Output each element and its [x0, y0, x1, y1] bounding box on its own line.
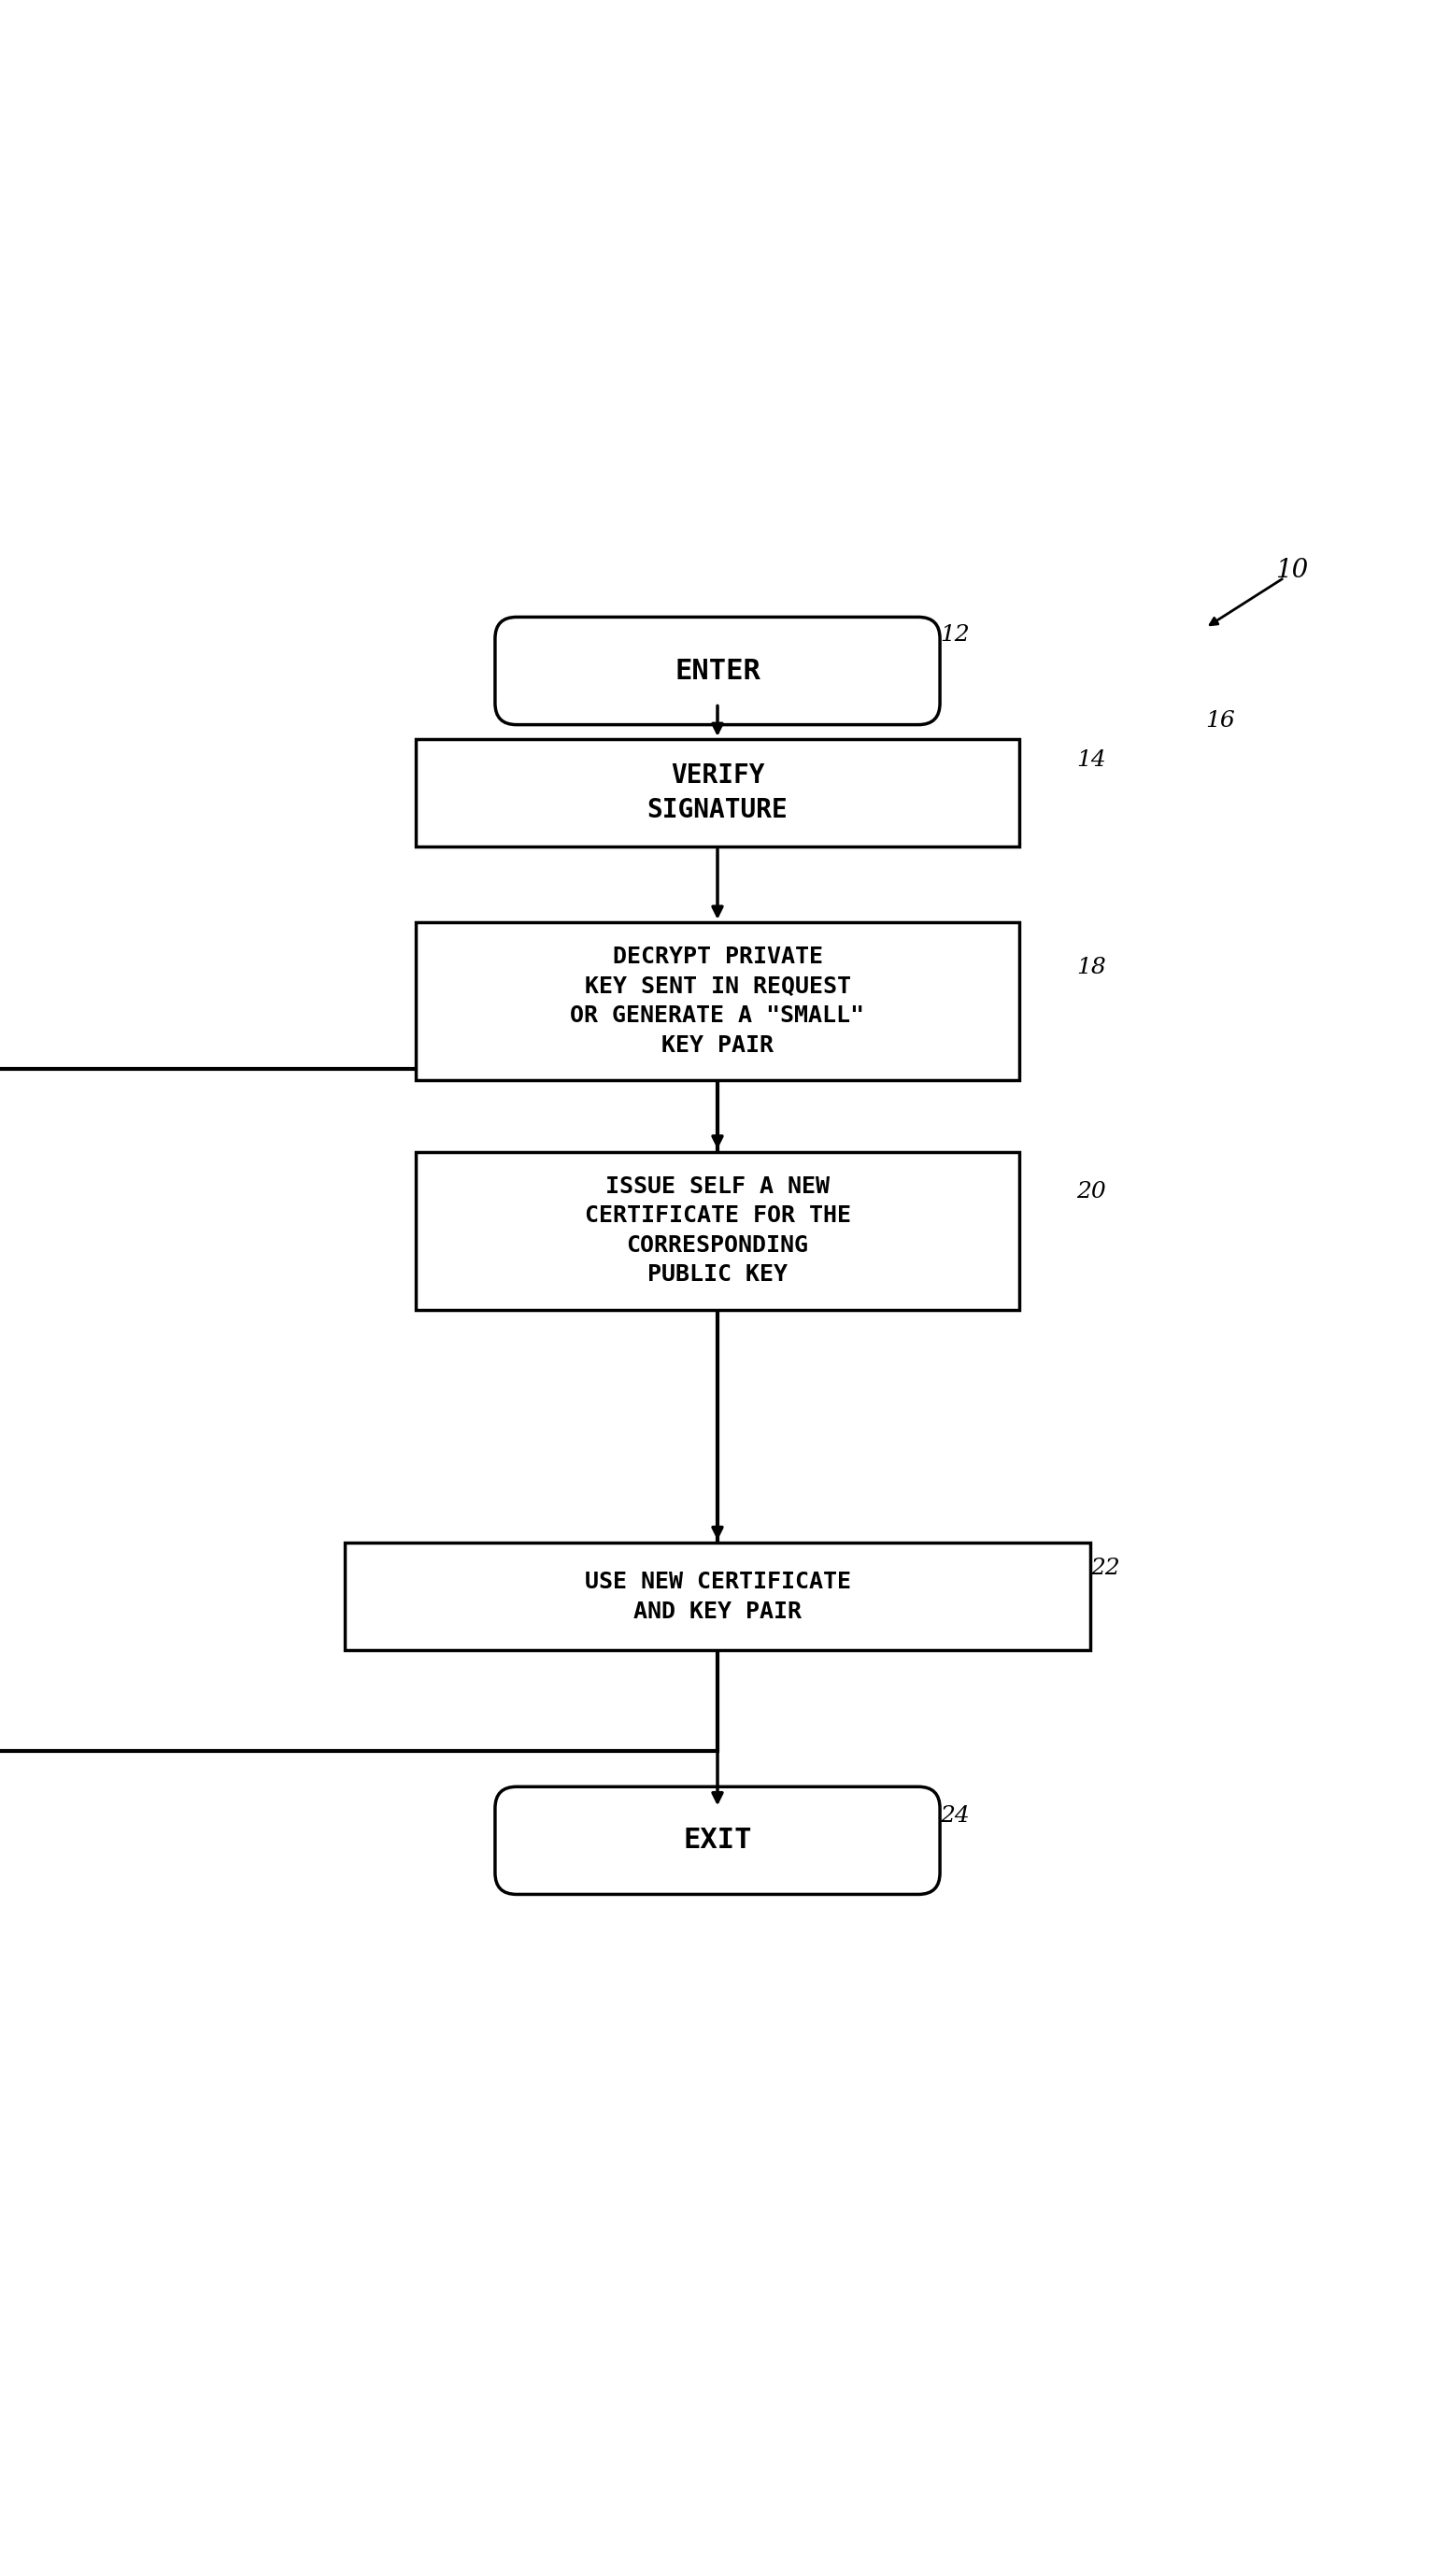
Text: ENTER: ENTER	[674, 657, 761, 685]
FancyBboxPatch shape	[495, 618, 940, 724]
Bar	[416, 922, 1019, 1079]
Bar	[0, 1069, 718, 1752]
Text: 18: 18	[1076, 958, 1106, 979]
Text: 22: 22	[1091, 1556, 1121, 1579]
Text: ISSUE SELF A NEW
CERTIFICATE FOR THE
CORRESPONDING
PUBLIC KEY: ISSUE SELF A NEW CERTIFICATE FOR THE COR…	[584, 1175, 851, 1285]
Text: VERIFY
SIGNATURE: VERIFY SIGNATURE	[647, 762, 788, 824]
Text: USE NEW CERTIFICATE
AND KEY PAIR: USE NEW CERTIFICATE AND KEY PAIR	[584, 1571, 851, 1623]
Text: DECRYPT PRIVATE
KEY SENT IN REQUEST
OR GENERATE A "SMALL"
KEY PAIR: DECRYPT PRIVATE KEY SENT IN REQUEST OR G…	[570, 945, 865, 1056]
Text: 24: 24	[940, 1806, 970, 1826]
Text: 16: 16	[1205, 711, 1236, 732]
Text: EXIT: EXIT	[683, 1826, 752, 1855]
Bar	[344, 1543, 1091, 1651]
Text: 10: 10	[1276, 559, 1307, 582]
Bar	[416, 1151, 1019, 1309]
FancyBboxPatch shape	[495, 1788, 940, 1893]
Text: 14: 14	[1076, 750, 1106, 770]
Text: 12: 12	[940, 623, 970, 647]
Text: 20: 20	[1076, 1182, 1106, 1203]
Bar	[416, 739, 1019, 848]
